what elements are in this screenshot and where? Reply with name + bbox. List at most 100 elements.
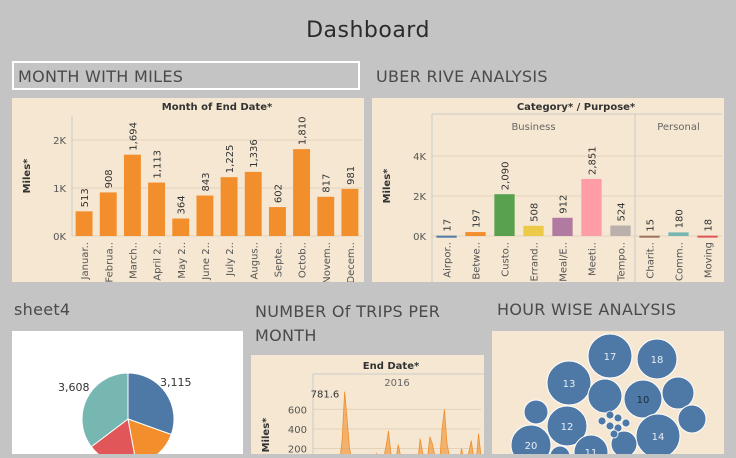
bar-value-label: 2,090 (501, 162, 512, 191)
bar (148, 182, 166, 236)
x-tick-label: Augus.. (249, 242, 260, 279)
bar-value-label: 17 (443, 219, 454, 232)
bar (697, 235, 718, 238)
bubble (546, 405, 588, 447)
bar-value-label: 1,113 (153, 150, 164, 179)
bar (639, 235, 660, 238)
bar (268, 207, 286, 236)
small-bubble (605, 421, 615, 431)
bar (465, 232, 486, 236)
bar-value-label: 364 (177, 195, 188, 214)
x-tick-label: Betwe.. (472, 242, 483, 280)
bar (244, 171, 262, 236)
pie-slice (81, 372, 129, 448)
bubble (587, 378, 623, 414)
x-tick-label: Octob.. (298, 242, 309, 278)
bar (293, 149, 311, 236)
bar (668, 232, 689, 236)
bar-value-label: 602 (273, 184, 284, 203)
bubble-label: 11 (585, 448, 598, 454)
x-tick-label: Decem.. (346, 242, 357, 282)
trips-panel[interactable]: End Date* 2016 Miles* 200 400 600 781.6 (251, 355, 484, 458)
bubble (573, 434, 609, 458)
uber-rive-panel[interactable]: Category* / Purpose* Miles* 0K 2K 4K Business… (372, 98, 724, 282)
bar (123, 154, 141, 236)
bar-value-label: 1,225 (225, 145, 236, 174)
small-bubble (613, 423, 623, 433)
hour-wise-panel[interactable]: 17 18 13 10 12 14 20 11 (492, 331, 724, 458)
sheet4-panel[interactable]: 3,115 3,608 (12, 331, 243, 458)
bar (436, 235, 457, 238)
bubble-label: 12 (561, 422, 574, 433)
chart-title: Category* / Purpose* (517, 102, 636, 113)
trips-area-chart[interactable]: End Date* 2016 Miles* 200 400 600 781.6 (251, 355, 484, 458)
sheet-title-sheet4[interactable]: sheet4 (14, 300, 71, 319)
bar-value-label: 1,336 (249, 139, 260, 168)
sheet4-pie-chart[interactable]: 3,115 3,608 (12, 331, 243, 458)
sheet-title-uber-rive[interactable]: UBER RIVE ANALYSIS (376, 67, 548, 86)
hour-wise-bubble-chart[interactable]: 17 18 13 10 12 14 20 11 (492, 331, 724, 458)
bar-value-label: 508 (530, 203, 541, 222)
bar-value-label: 1,694 (128, 122, 139, 151)
bar-value-label: 843 (201, 172, 212, 191)
x-tick-label: Februa.. (104, 242, 115, 282)
sheet-title-month-miles[interactable]: MONTH WITH MILES (18, 67, 184, 86)
month-miles-chart[interactable]: Month of End Date* Miles* 0K 1K 2K 513 Januar.… (12, 98, 364, 284)
bar (317, 196, 335, 236)
x-tick-label: June 2.. (201, 242, 212, 281)
area-series (326, 391, 482, 458)
bubble (587, 333, 633, 379)
selected-sheet-outline[interactable] (12, 61, 360, 90)
y-tick-label: 2K (53, 136, 66, 147)
bubble-label: 10 (637, 395, 650, 406)
x-tick-label: Charit.. (646, 242, 657, 279)
bar (172, 218, 190, 236)
dashboard-title: Dashboard (306, 18, 430, 43)
uber-rive-chart[interactable]: Category* / Purpose* Miles* 0K 2K 4K Business… (372, 98, 724, 282)
bar-value-label: 1,810 (298, 116, 309, 145)
bar-value-label: 18 (704, 219, 715, 232)
chart-subtitle: 2016 (384, 378, 409, 389)
small-bubble (597, 416, 607, 426)
x-tick-label: July 2.. (225, 242, 236, 277)
bar-value-label: 817 (322, 174, 333, 193)
bar (75, 211, 93, 236)
bar-value-label: 908 (104, 169, 115, 188)
small-bubble (605, 410, 615, 420)
pie-slice (90, 418, 136, 458)
group-header-label: Personal (657, 122, 700, 133)
bubble (510, 424, 552, 458)
x-tick-label: Errand.. (530, 242, 541, 282)
peak-annotation: 781.6 (311, 390, 340, 401)
x-tick-label: Novem.. (322, 242, 333, 282)
bubble (549, 445, 571, 458)
bar-value-label: 513 (80, 188, 91, 207)
chart-title: Month of End Date* (162, 102, 273, 113)
x-tick-label: Meal/E.. (559, 242, 570, 282)
bubble-label: 17 (604, 352, 617, 363)
group-header-label: Business (511, 122, 555, 133)
bar-value-label: 197 (472, 209, 483, 228)
bubble-label: 13 (563, 379, 576, 390)
bar (581, 178, 602, 236)
bubble (677, 404, 707, 434)
sheet-title-hour-wise[interactable]: HOUR WISE ANALYSIS (497, 300, 677, 319)
bar (552, 217, 573, 236)
bar (341, 188, 359, 236)
bar (610, 225, 631, 236)
bar (196, 195, 214, 236)
pie-slice-label: 3,608 (58, 381, 90, 394)
bar-value-label: 180 (675, 209, 686, 228)
y-axis-label: Miles* (261, 417, 272, 453)
x-tick-label: April 2.. (153, 242, 164, 281)
bar-value-label: 15 (646, 219, 657, 232)
y-axis-label: Miles* (22, 158, 33, 194)
bar (220, 177, 238, 236)
x-tick-label: March.. (128, 242, 139, 279)
y-tick-label: 1K (53, 184, 66, 195)
sheet-title-trips-per-month[interactable]: NUMBER Of TRIPS PER MONTH (255, 302, 441, 345)
bubble (636, 338, 678, 380)
bubble (623, 379, 663, 419)
month-miles-panel[interactable]: Month of End Date* Miles* 0K 1K 2K 513 Januar.… (12, 98, 364, 284)
bar (99, 192, 117, 236)
